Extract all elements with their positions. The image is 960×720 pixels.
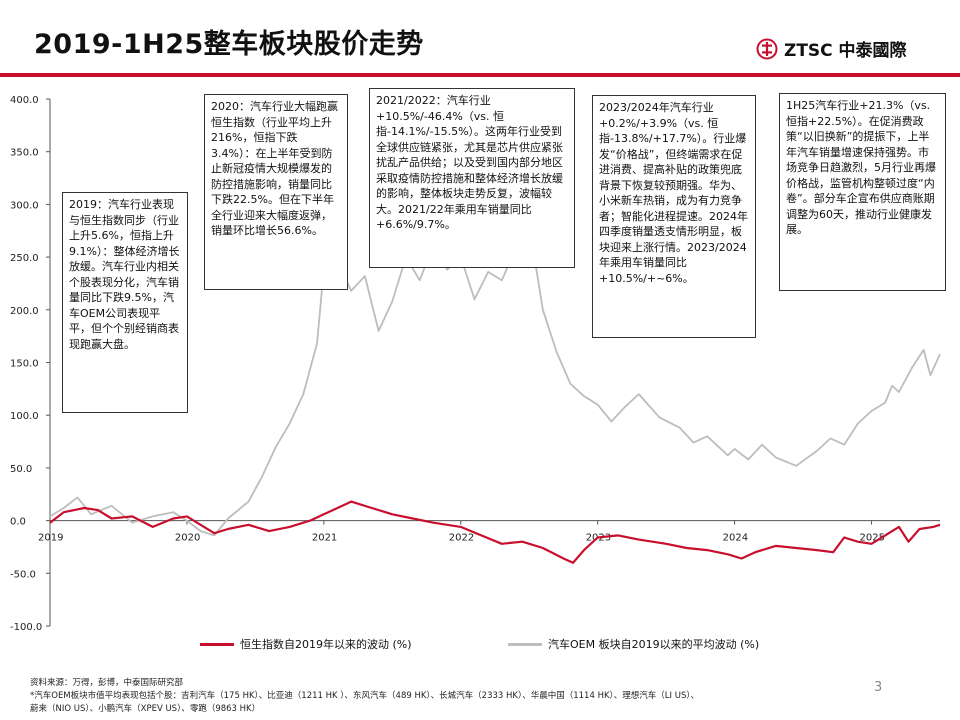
logo-icon [756, 38, 778, 59]
legend-oem-swatch [508, 642, 542, 646]
legend-oem-label: 汽车OEM 板块自2019以来的平均波动 (%) [548, 638, 760, 651]
company-logo: ZTSC 中泰國際 [756, 36, 907, 61]
logo-text: ZTSC 中泰國際 [784, 41, 907, 61]
y-tick-label: 0.0 [10, 517, 26, 528]
header-divider [0, 73, 960, 77]
y-tick-label: 150.0 [10, 359, 39, 370]
legend-oem: 汽车OEM 板块自2019以来的平均波动 (%) [508, 636, 759, 652]
x-tick-label: 2022 [449, 533, 474, 544]
annotation-2019: 2019：汽车行业表现与恒生指数同步（行业上升5.6%，恒指上升9.1%）：整体… [62, 192, 188, 413]
y-tick-label: 300.0 [10, 200, 39, 211]
series-hsi-line [49, 500, 941, 564]
y-tick-label: 250.0 [10, 253, 39, 264]
source-line: 资料来源：万得，彭博，中泰国际研究部 [30, 678, 184, 688]
x-tick-label: 2021 [312, 533, 337, 544]
y-tick-label: 100.0 [10, 411, 39, 422]
annotation-2020: 2020：汽车行业大幅跑赢恒生指数（行业平均上升216%，恒指下跌3.4%）：在… [204, 94, 348, 290]
page-title: 2019-1H25整车板块股价走势 [34, 29, 424, 60]
series-oem-line [49, 211, 941, 537]
legend-hsi: 恒生指数自2019年以来的波动 (%) [200, 636, 412, 652]
source-line: *汽车OEM板块市值平均表现包括个股：吉利汽车（175 HK）、比亚迪（1211… [30, 691, 700, 701]
y-tick-label: 350.0 [10, 148, 39, 159]
annotation-2021-2022: 2021/2022：汽车行业+10.5%/-46.4%（vs. 恒指-14.1%… [369, 88, 575, 268]
legend-hsi-label: 恒生指数自2019年以来的波动 (%) [240, 638, 412, 651]
x-tick-label: 2019 [38, 533, 63, 544]
legend-hsi-swatch [200, 642, 234, 646]
annotation-2023-2024: 2023/2024年汽车行业+0.2%/+3.9%（vs. 恒指-13.8%/+… [592, 95, 756, 338]
page-number: 3 [874, 680, 883, 695]
x-tick-label: 2024 [723, 533, 748, 544]
source-line: 蔚来（NIO US）、小鹏汽车（XPEV US）、零跑（9863 HK） [30, 704, 261, 714]
y-tick-label: 400.0 [10, 95, 39, 106]
y-tick-label: 200.0 [10, 306, 39, 317]
x-tick-label: 2020 [175, 533, 200, 544]
source-note: 资料来源：万得，彭博，中泰国际研究部 *汽车OEM板块市值平均表现包括个股：吉利… [30, 677, 699, 716]
y-tick-label: -50.0 [10, 569, 36, 580]
y-tick-label: -100.0 [10, 622, 42, 630]
annotation-1h25: 1H25汽车行业+21.3%（vs. 恒指+22.5%）。在促消费政策“以旧换新… [779, 93, 946, 291]
y-tick-label: 50.0 [10, 464, 32, 475]
stock-trend-chart: 400.0 350.0 300.0 250.0 200.0 150.0 100.0 50.0 0… [10, 95, 941, 630]
x-tick-label: 2025 [860, 533, 885, 544]
